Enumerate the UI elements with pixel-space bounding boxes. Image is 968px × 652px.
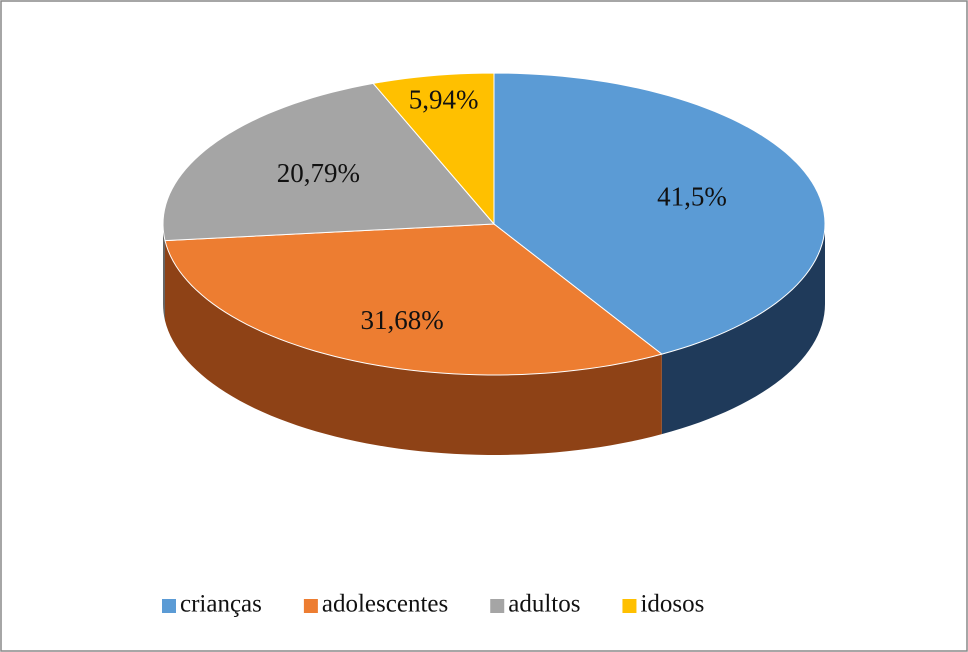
legend-label: idosos [640,591,704,618]
legend-label: adultos [508,591,580,618]
pie-slice [493,72,826,355]
data-label: 31,68% [360,305,443,335]
legend-swatch [490,599,505,613]
data-label: 41,5% [657,182,727,212]
legend-label: crianças [180,591,262,618]
pie-slice [164,223,663,376]
pie-slice [372,72,495,226]
pie-side [165,240,662,455]
pie-side [661,224,825,435]
pie-side [163,224,166,321]
legend-label: adolescentes [322,591,448,618]
legend-swatch [162,599,176,613]
legend-swatch [303,599,318,613]
data-label: 5,94% [409,85,479,115]
pie-slice [162,82,496,242]
legend-swatch [622,599,637,613]
data-label: 20,79% [277,158,360,188]
